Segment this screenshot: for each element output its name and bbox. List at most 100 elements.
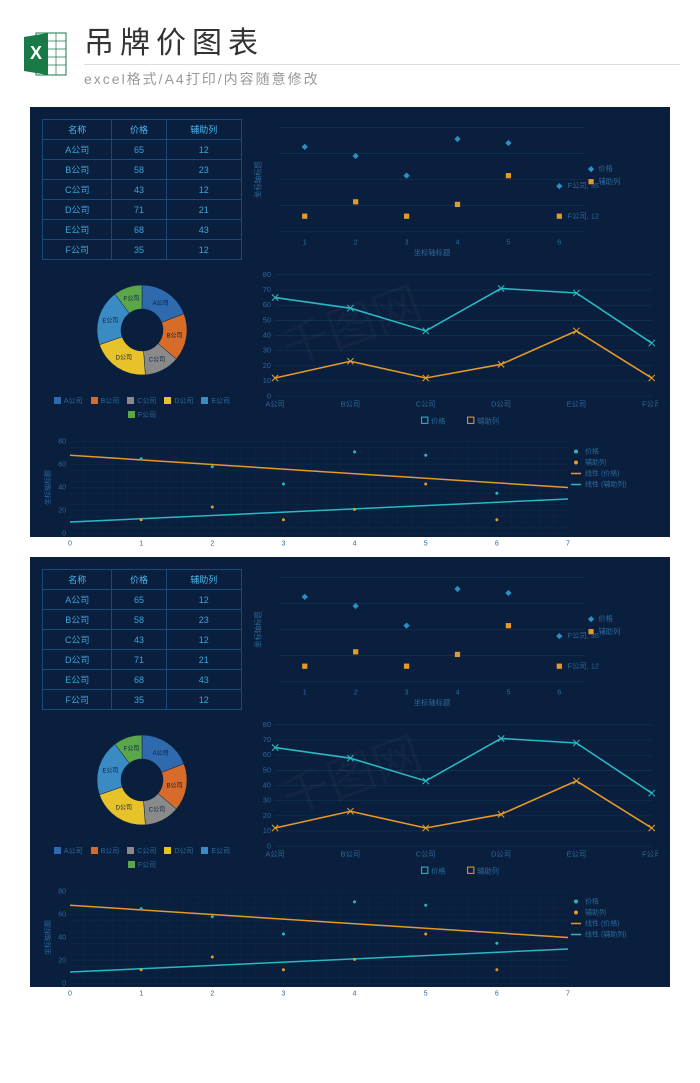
svg-text:30: 30	[263, 346, 271, 355]
table-cell: 43	[112, 630, 166, 650]
svg-text:线性 (价格): 线性 (价格)	[585, 919, 620, 928]
svg-text:价格: 价格	[598, 614, 613, 623]
table-cell: 71	[112, 200, 166, 220]
svg-text:坐标轴标题: 坐标轴标题	[253, 161, 262, 198]
table-cell: 65	[112, 590, 166, 610]
table-cell: 58	[112, 160, 166, 180]
svg-text:7: 7	[566, 541, 570, 548]
svg-text:40: 40	[263, 331, 271, 340]
table-header: 名称	[43, 120, 112, 140]
table-row: C公司4312	[43, 630, 242, 650]
svg-text:C公司: C公司	[149, 356, 165, 363]
svg-text:20: 20	[58, 958, 66, 965]
svg-text:A公司: A公司	[153, 749, 169, 756]
table-cell: F公司	[43, 690, 112, 710]
svg-text:坐标轴标题: 坐标轴标题	[253, 611, 262, 648]
svg-text:2: 2	[210, 991, 214, 998]
svg-text:辅助列: 辅助列	[585, 908, 606, 917]
svg-text:E公司: E公司	[102, 767, 118, 774]
svg-text:3: 3	[281, 541, 285, 548]
table-cell: 21	[166, 650, 241, 670]
table-cell: 35	[112, 690, 166, 710]
donut-legend: A公司B公司C公司D公司E公司F公司	[42, 396, 242, 420]
svg-text:5: 5	[424, 541, 428, 548]
svg-text:50: 50	[263, 765, 271, 774]
table-cell: A公司	[43, 590, 112, 610]
svg-text:70: 70	[263, 285, 271, 294]
svg-text:1: 1	[139, 991, 143, 998]
svg-text:5: 5	[506, 237, 510, 246]
svg-text:1: 1	[303, 237, 307, 246]
header: X 吊牌价图表 excel格式/A4打印/内容随意修改	[0, 0, 700, 97]
svg-text:F公司, 35: F公司, 35	[568, 181, 599, 190]
legend-item: D公司	[164, 846, 193, 856]
table-cell: 58	[112, 610, 166, 630]
legend-item: F公司	[128, 410, 156, 420]
legend-item: E公司	[201, 396, 230, 406]
svg-text:线性 (价格): 线性 (价格)	[585, 469, 620, 478]
legend-item: E公司	[201, 846, 230, 856]
table-header: 辅助列	[166, 570, 241, 590]
table-cell: 65	[112, 140, 166, 160]
table-cell: C公司	[43, 630, 112, 650]
svg-text:C公司: C公司	[149, 806, 165, 813]
svg-text:D公司: D公司	[491, 850, 511, 859]
svg-text:F公司: F公司	[124, 745, 140, 752]
svg-text:A公司: A公司	[153, 299, 169, 306]
table-cell: 12	[166, 590, 241, 610]
dashboard-2: 千图网 名称价格辅助列A公司6512B公司5823C公司4312D公司7121E…	[30, 557, 670, 987]
legend-item: C公司	[127, 846, 156, 856]
dashboards: 千图网 名称价格辅助列A公司6512B公司5823C公司4312D公司7121E…	[0, 97, 700, 997]
svg-text:X: X	[30, 43, 42, 63]
svg-text:F公司: F公司	[124, 295, 140, 302]
svg-text:4: 4	[353, 541, 357, 548]
subtitle: excel格式/A4打印/内容随意修改	[84, 64, 680, 89]
svg-text:70: 70	[263, 735, 271, 744]
svg-text:40: 40	[263, 781, 271, 790]
svg-text:40: 40	[58, 935, 66, 942]
svg-text:F公司, 35: F公司, 35	[568, 631, 599, 640]
line-chart: 01020304050607080A公司B公司C公司D公司E公司F公司价格辅助列	[250, 717, 658, 877]
table-cell: B公司	[43, 610, 112, 630]
trend-chart: 02040608001234567坐标轴标题价格辅助列线性 (价格)线性 (辅助…	[42, 435, 658, 550]
legend-item: A公司	[54, 396, 83, 406]
table-cell: 12	[166, 140, 241, 160]
svg-text:B公司: B公司	[341, 400, 361, 409]
svg-text:6: 6	[557, 687, 561, 696]
svg-text:3: 3	[405, 687, 409, 696]
svg-text:1: 1	[303, 687, 307, 696]
svg-text:辅助列: 辅助列	[477, 416, 499, 425]
title-block: 吊牌价图表 excel格式/A4打印/内容随意修改	[84, 18, 680, 89]
svg-text:价格: 价格	[585, 447, 599, 456]
main-title: 吊牌价图表	[84, 18, 680, 62]
svg-text:E公司: E公司	[102, 317, 118, 324]
svg-text:线性 (辅助列): 线性 (辅助列)	[585, 480, 627, 489]
scatter-chart: 123456坐标轴标题坐标轴标题F公司, 35F公司, 12价格辅助列	[250, 569, 658, 709]
table-row: C公司4312	[43, 180, 242, 200]
svg-text:B公司: B公司	[167, 782, 183, 789]
svg-text:2: 2	[354, 237, 358, 246]
data-table: 名称价格辅助列A公司6512B公司5823C公司4312D公司7121E公司68…	[42, 119, 242, 259]
table-row: D公司7121	[43, 200, 242, 220]
svg-text:B公司: B公司	[167, 332, 183, 339]
data-table: 名称价格辅助列A公司6512B公司5823C公司4312D公司7121E公司68…	[42, 569, 242, 709]
svg-text:辅助列: 辅助列	[598, 177, 620, 186]
legend-item: A公司	[54, 846, 83, 856]
donut-chart: A公司B公司C公司D公司E公司F公司A公司B公司C公司D公司E公司F公司	[42, 717, 242, 877]
svg-text:5: 5	[424, 991, 428, 998]
table-header: 名称	[43, 570, 112, 590]
svg-text:80: 80	[58, 889, 66, 896]
table-cell: 35	[112, 240, 166, 260]
svg-text:F公司, 12: F公司, 12	[568, 211, 599, 220]
table-row: B公司5823	[43, 160, 242, 180]
svg-text:坐标轴标题: 坐标轴标题	[43, 470, 52, 505]
table-cell: 23	[166, 160, 241, 180]
svg-text:价格: 价格	[431, 416, 446, 425]
table-cell: F公司	[43, 240, 112, 260]
table-cell: C公司	[43, 180, 112, 200]
svg-text:60: 60	[263, 300, 271, 309]
excel-icon: X	[20, 29, 70, 79]
legend-item: B公司	[91, 846, 120, 856]
table-header: 价格	[112, 120, 166, 140]
svg-text:E公司: E公司	[567, 400, 587, 409]
